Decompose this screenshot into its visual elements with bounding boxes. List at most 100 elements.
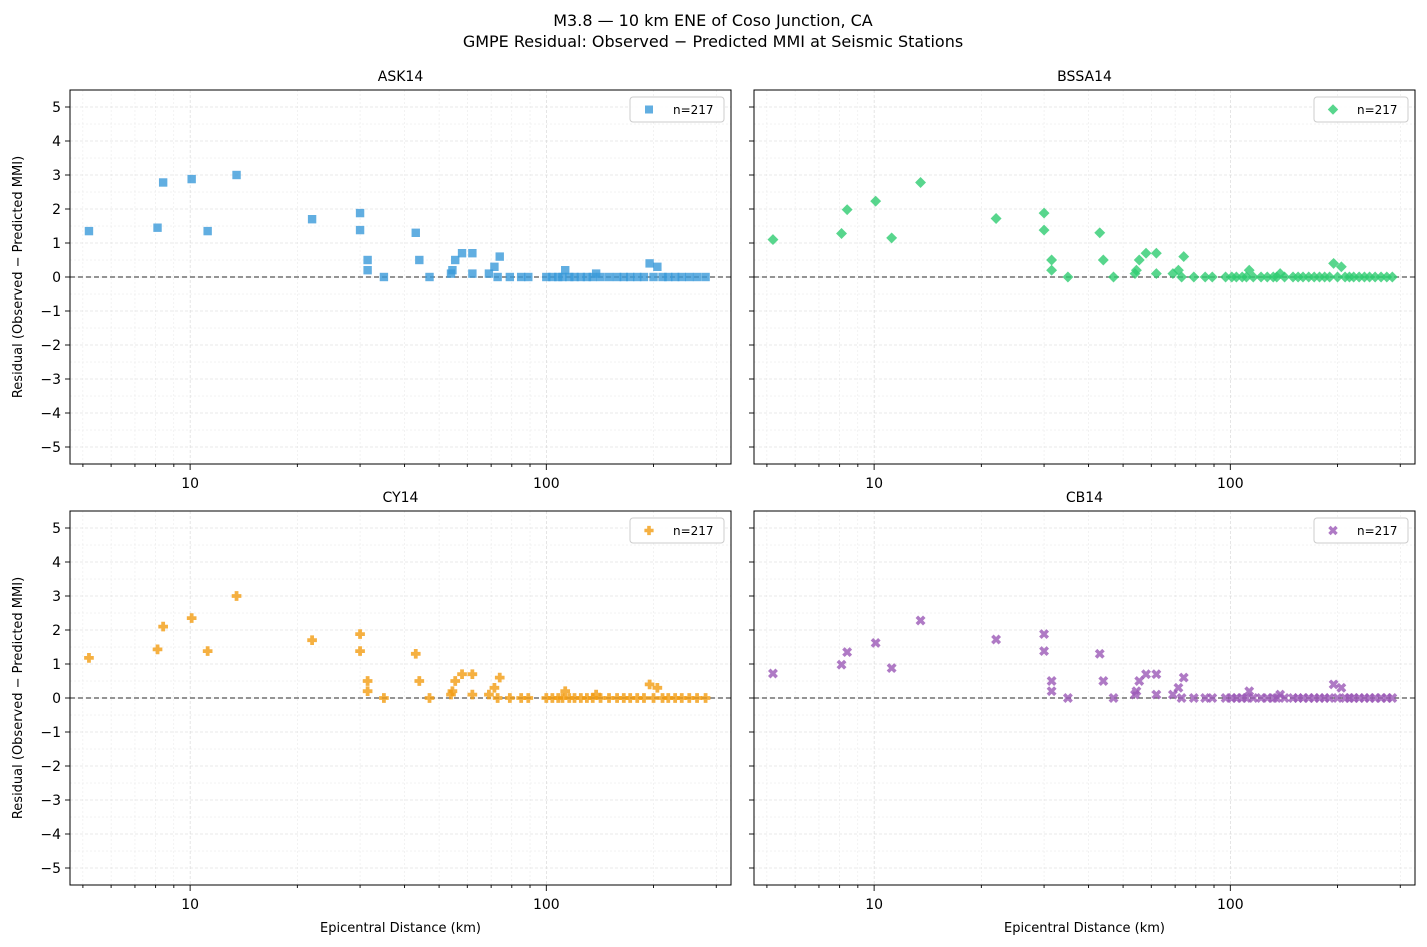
y-tick-label: −1	[40, 725, 61, 741]
data-point	[1173, 682, 1184, 693]
data-point	[870, 195, 882, 207]
data-point	[1178, 672, 1189, 683]
data-point	[582, 272, 592, 282]
data-point	[1108, 271, 1119, 283]
y-tick-label: −4	[40, 406, 61, 422]
data-point	[701, 272, 710, 282]
data-point	[1261, 271, 1273, 283]
data-point	[570, 272, 579, 282]
legend-box	[1313, 517, 1409, 544]
data-point	[649, 272, 658, 282]
data-point	[467, 689, 478, 700]
data-point	[1324, 271, 1336, 283]
x-tick-label: 10	[865, 897, 883, 913]
data-point	[505, 272, 515, 282]
data-point	[870, 637, 881, 648]
data-point	[1094, 227, 1106, 239]
data-point	[1151, 689, 1162, 700]
data-point	[1332, 271, 1343, 283]
data-point	[307, 215, 317, 224]
data-point	[685, 272, 694, 282]
y-tick-label: −2	[40, 338, 61, 354]
y-axis-label: Residual (Observed − Predicted MMI)	[11, 156, 26, 398]
data-point	[1046, 686, 1057, 697]
data-point	[1381, 271, 1393, 283]
data-point	[447, 686, 458, 697]
data-point	[1150, 268, 1162, 280]
data-point	[1188, 693, 1199, 703]
data-point	[1324, 693, 1335, 703]
data-point	[379, 272, 389, 282]
legend-box	[629, 517, 725, 544]
data-point	[639, 693, 649, 703]
legend-box	[1313, 96, 1409, 123]
data-point	[1386, 271, 1398, 283]
data-point	[1207, 693, 1218, 703]
x-tick-label: 100	[533, 476, 560, 492]
data-point	[612, 272, 622, 282]
legend-label: n=217	[1357, 524, 1398, 538]
data-point	[186, 613, 197, 623]
data-point	[1167, 268, 1179, 280]
data-point	[1244, 686, 1255, 697]
data-point	[1046, 264, 1058, 276]
data-point	[355, 208, 365, 218]
data-point	[915, 615, 926, 626]
data-point	[490, 262, 499, 271]
data-point	[424, 693, 435, 703]
data-point	[1335, 261, 1347, 273]
data-point	[448, 266, 457, 275]
data-point	[411, 228, 420, 237]
data-point	[1369, 271, 1381, 283]
data-point	[1094, 648, 1105, 659]
data-point	[1038, 224, 1050, 236]
data-point	[915, 177, 927, 188]
y-tick-label: 4	[52, 134, 61, 150]
data-point	[639, 272, 649, 282]
data-point	[576, 272, 586, 282]
data-point	[692, 693, 702, 703]
data-point	[1220, 271, 1232, 283]
y-tick-label: 1	[52, 657, 61, 673]
legend: n=217	[629, 96, 725, 123]
data-point	[1387, 693, 1398, 703]
data-point	[618, 693, 629, 703]
data-point	[1039, 629, 1050, 640]
data-point	[516, 272, 526, 282]
data-points	[84, 170, 710, 282]
data-point	[1336, 682, 1347, 693]
data-point	[1279, 693, 1290, 703]
data-point	[595, 693, 606, 703]
data-point	[1046, 676, 1057, 686]
data-point	[886, 663, 897, 674]
panel-title: BSSA14	[1057, 69, 1112, 85]
data-point	[355, 629, 365, 639]
data-point	[886, 232, 898, 244]
legend-box	[629, 96, 725, 123]
data-point	[569, 693, 580, 703]
data-point	[524, 272, 533, 282]
data-point	[495, 252, 504, 261]
data-point	[684, 693, 695, 703]
data-point	[1134, 676, 1145, 686]
data-point	[677, 272, 686, 282]
data-point	[664, 272, 673, 282]
data-point	[355, 646, 365, 656]
data-point	[158, 178, 168, 187]
data-point	[1172, 264, 1184, 276]
data-point	[1098, 676, 1109, 686]
data-point	[493, 272, 502, 282]
data-point	[1133, 254, 1145, 266]
data-point	[619, 272, 628, 282]
data-point	[362, 676, 373, 686]
data-point	[1108, 693, 1119, 703]
data-point	[1178, 251, 1190, 263]
data-point	[604, 693, 614, 703]
legend-marker	[645, 105, 653, 114]
data-point	[1141, 669, 1152, 680]
figure-title-line1: M3.8 — 10 km ENE of Coso Junction, CA	[553, 11, 873, 30]
data-point	[1199, 271, 1211, 283]
